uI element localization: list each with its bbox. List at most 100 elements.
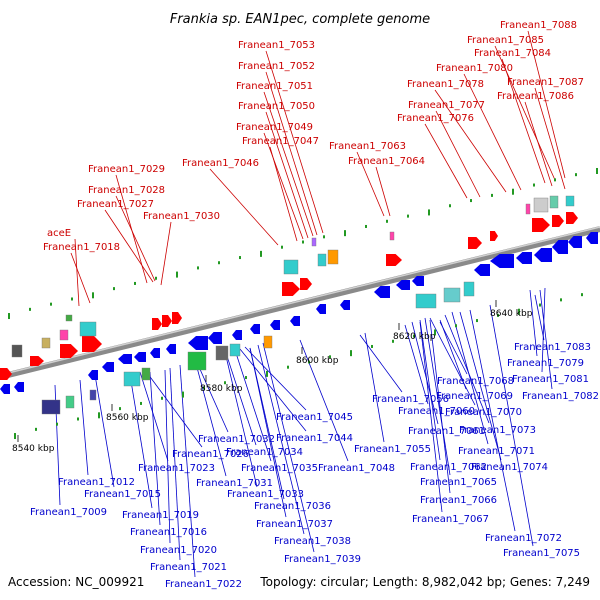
label-franean1-7038: Franean1_7038 xyxy=(274,536,351,547)
label-franean1-7083: Franean1_7083 xyxy=(514,342,591,353)
rna-feature xyxy=(11,344,23,358)
reverse-gene xyxy=(270,320,280,330)
rna-feature xyxy=(59,329,69,341)
leader-franean1-7070 xyxy=(429,317,476,406)
label-franean1-7009: Franean1_7009 xyxy=(30,507,107,518)
label-franean1-7062: Franean1_7062 xyxy=(410,462,487,473)
tick-mark xyxy=(50,302,52,306)
leader-franean1-7086 xyxy=(524,101,553,187)
label-franean1-7087: Franean1_7087 xyxy=(507,77,584,88)
accession-text: Accession: NC_009921 xyxy=(8,575,144,589)
label-franean1-7016: Franean1_7016 xyxy=(130,527,207,538)
leader-franean1-7075 xyxy=(489,304,534,547)
rna-feature xyxy=(317,253,327,267)
label-franean1-7074: Franean1_7074 xyxy=(471,462,548,473)
reverse-gene xyxy=(88,370,98,380)
tick-mark xyxy=(308,360,310,364)
scale-label: 8640 kbp xyxy=(490,309,533,319)
label-franean1-7050: Franean1_7050 xyxy=(238,101,315,112)
tick-mark xyxy=(113,287,115,291)
leader-franean1-7019 xyxy=(129,374,153,509)
leader-franean1-7069 xyxy=(439,319,467,390)
reverse-gene xyxy=(250,324,260,334)
leader-franean1-7035 xyxy=(234,349,272,462)
topology-text: Topology: circular; Length: 8,982,042 bp… xyxy=(259,575,590,589)
label-franean1-7022: Franean1_7022 xyxy=(165,579,242,590)
minor-tick-marks xyxy=(8,167,598,440)
reverse-gene xyxy=(340,300,350,310)
reverse-gene xyxy=(516,252,532,264)
rna-feature xyxy=(187,351,207,371)
rna-feature xyxy=(443,287,461,303)
label-franean1-7086: Franean1_7086 xyxy=(497,91,574,102)
leader-franean1-7046 xyxy=(209,168,279,246)
label-franean1-7012: Franean1_7012 xyxy=(58,477,135,488)
label-franean1-7015: Franean1_7015 xyxy=(84,489,161,500)
label-franean1-7082: Franean1_7082 xyxy=(522,391,599,402)
tick-mark xyxy=(260,250,262,257)
label-franean1-7031: Franean1_7031 xyxy=(196,478,273,489)
tick-mark xyxy=(560,298,562,302)
forward-gene xyxy=(60,344,78,358)
genome-backbone xyxy=(0,226,600,380)
label-franean1-7020: Franean1_7020 xyxy=(140,545,217,556)
label-franean1-7032: Franean1_7032 xyxy=(198,434,275,445)
tick-mark xyxy=(77,417,79,421)
tick-mark xyxy=(365,224,367,228)
tick-mark xyxy=(428,209,430,216)
leader-franean1-7039 xyxy=(262,342,315,553)
tick-mark xyxy=(239,256,241,260)
tick-mark xyxy=(266,370,268,377)
rna-feature xyxy=(415,293,437,309)
tick-mark xyxy=(413,334,415,338)
tick-mark xyxy=(56,422,58,426)
leader-franean1-7082 xyxy=(539,289,553,390)
reverse-gene xyxy=(150,348,160,358)
leader-franean1-7028 xyxy=(115,195,156,282)
tick-mark xyxy=(596,167,598,174)
reverse-gene xyxy=(188,336,208,350)
tick-mark xyxy=(8,313,10,320)
tick-mark xyxy=(350,350,352,357)
label-franean1-7045: Franean1_7045 xyxy=(276,412,353,423)
reverse-gene xyxy=(208,332,222,344)
leader-franean1-7076 xyxy=(424,123,468,199)
label-franean1-7052: Franean1_7052 xyxy=(238,61,315,72)
label-franean1-7028: Franean1_7028 xyxy=(88,185,165,196)
label-franean1-7030: Franean1_7030 xyxy=(143,211,220,222)
label-franean1-7071: Franean1_7071 xyxy=(458,446,535,457)
forward-gene-labels: Franean1_7088 Franean1_7085 Franean1_7084 F… xyxy=(43,20,584,253)
rna-feature xyxy=(389,231,395,241)
label-franean1-7027: Franean1_7027 xyxy=(77,199,154,210)
leader-franean1-7020 xyxy=(164,369,171,544)
reverse-gene xyxy=(102,362,114,372)
leader-franean1-7030 xyxy=(160,221,172,286)
tick-mark xyxy=(287,365,289,369)
tick-mark xyxy=(491,193,493,197)
label-franean1-7033: Franean1_7033 xyxy=(227,489,304,500)
tick-mark xyxy=(14,433,16,440)
forward-gene xyxy=(82,336,102,352)
leader-franean1-7068 xyxy=(439,321,468,375)
tick-mark xyxy=(35,427,37,431)
leader-franean1-7033 xyxy=(224,351,258,488)
forward-gene xyxy=(468,237,482,249)
tick-mark xyxy=(203,386,205,390)
reverse-gene xyxy=(374,286,390,298)
label-franean1-7044: Franean1_7044 xyxy=(276,433,353,444)
tick-mark xyxy=(539,303,541,307)
scale-label: 8580 kbp xyxy=(200,384,243,394)
leader-franean1-7074 xyxy=(459,311,502,461)
leader-franean1-7078 xyxy=(434,89,507,193)
label-leader-lines xyxy=(54,30,566,578)
label-franean1-7079: Franean1_7079 xyxy=(507,358,584,369)
leader-franean1-7080 xyxy=(463,73,522,191)
tick-mark xyxy=(581,293,583,297)
leader-franean1-7034 xyxy=(224,349,257,446)
reverse-gene xyxy=(118,354,132,364)
forward-gene xyxy=(162,315,172,327)
map-title: Frankia sp. EAN1pec, complete genome xyxy=(170,12,430,27)
tick-mark xyxy=(182,391,184,398)
label-franean1-7034: Franean1_7034 xyxy=(226,447,303,458)
